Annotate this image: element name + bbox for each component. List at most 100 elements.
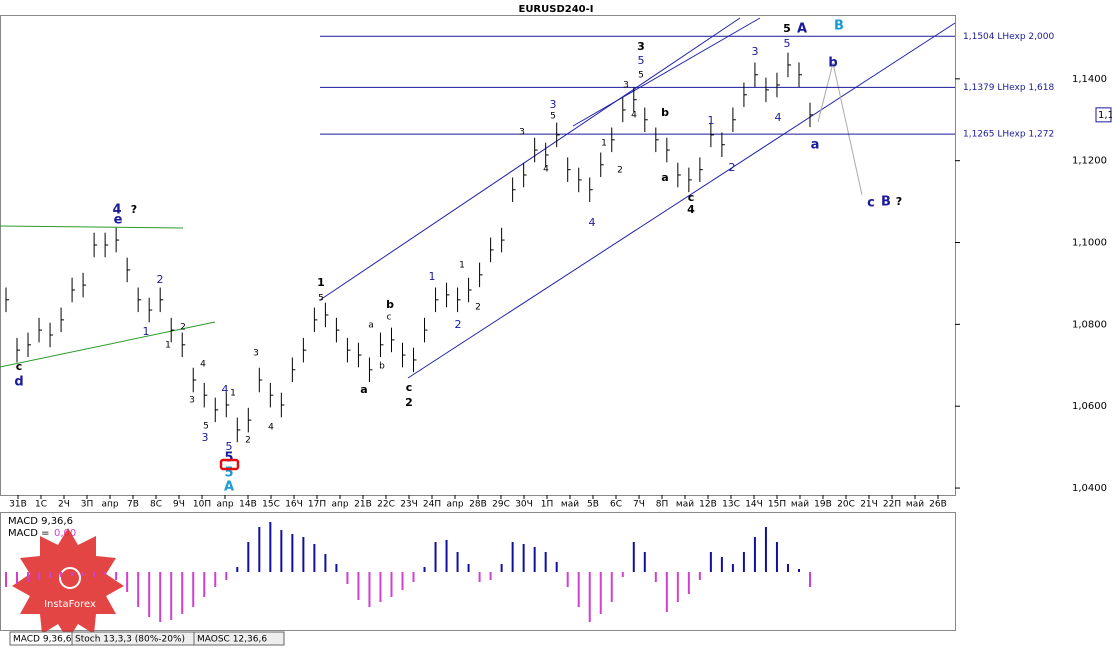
- y-tick-label: 1,0800: [1072, 319, 1107, 330]
- wave-label: 5: [784, 37, 791, 50]
- wave-label: B: [881, 195, 891, 210]
- x-tick-label: 30Ч: [515, 500, 533, 510]
- wave-label: b: [661, 106, 669, 119]
- x-tick-label: 16Ч: [285, 500, 303, 510]
- wave-label: 5: [783, 22, 791, 35]
- trend-line: [0, 225, 184, 229]
- wave-label: c: [867, 196, 875, 211]
- wave-label: 4: [631, 111, 637, 121]
- current-price-box: [1095, 107, 1112, 123]
- x-tick-label: 14В: [239, 500, 257, 510]
- wave-label: A: [797, 22, 807, 37]
- x-tick-label: 20С: [837, 500, 855, 510]
- x-tick-label: 7Ч: [633, 500, 645, 510]
- x-tick-label: апр: [331, 500, 348, 510]
- x-tick-label: 10П: [193, 500, 211, 510]
- wave-label: 4: [687, 203, 695, 216]
- projection-line: [817, 62, 834, 123]
- wave-label: 1: [601, 139, 607, 149]
- wave-label: 3: [623, 81, 629, 91]
- x-tick-label: 15П: [768, 500, 786, 510]
- wave-label: 4: [222, 383, 229, 396]
- wave-label: 4: [543, 165, 549, 175]
- x-tick-label: 24П: [423, 500, 441, 510]
- annotations: 4 e ? c d 2 1 2 1 4 3 5 3 4 1 2 5 5 5 A …: [14, 19, 902, 495]
- wave-label: 3: [202, 431, 209, 444]
- x-tick-label: май: [906, 500, 924, 510]
- indicator-tab-label: MACD 9,36,6: [13, 635, 72, 645]
- indicator-tab-label: MAOSC 12,36,6: [197, 635, 267, 645]
- macd-value-title: MACD =: [8, 528, 50, 539]
- x-tick-label: 22С: [377, 500, 395, 510]
- logo-icon: [59, 567, 81, 589]
- wave-label: 1: [459, 261, 465, 271]
- channel-line: [319, 17, 741, 301]
- wave-label: 1: [165, 341, 171, 351]
- wave-label: 3: [550, 98, 557, 111]
- x-tick-label: 6С: [610, 500, 622, 510]
- wave-label: 1: [230, 389, 236, 399]
- wave-label: 5: [224, 451, 233, 466]
- wave-label: ?: [131, 203, 137, 216]
- wave-label: 5: [203, 422, 209, 432]
- logo-text: InstaForex: [44, 599, 96, 610]
- wave-label: 5: [318, 294, 324, 304]
- x-tick-label: 14Ч: [745, 500, 763, 510]
- wave-label: 2: [475, 303, 481, 313]
- wave-label: d: [14, 375, 23, 390]
- x-tick-label: 13С: [722, 500, 740, 510]
- current-price-label: 1,1312: [1098, 110, 1112, 121]
- x-tick-label: 19В: [814, 500, 832, 510]
- indicator-tab: [193, 631, 285, 646]
- wave-label: c: [406, 381, 413, 394]
- wave-label: 3: [519, 128, 525, 138]
- wave-label: 4: [200, 360, 206, 370]
- channel-line: [407, 22, 956, 379]
- x-tick-label: 8П: [656, 500, 669, 510]
- wave-label: 3: [189, 396, 195, 406]
- projection-line: [832, 62, 863, 196]
- wave-label: 4: [268, 423, 274, 433]
- wave-label: 2: [405, 396, 413, 409]
- x-tick-label: апр: [216, 500, 233, 510]
- x-tick-label: май: [676, 500, 694, 510]
- indicator-tab-label: Stoch 13,3,3 (80%-20%): [75, 635, 185, 645]
- y-tick-label: 1,0600: [1072, 401, 1107, 412]
- wave-label: a: [811, 138, 820, 153]
- x-tick-label: 17П: [308, 500, 326, 510]
- x-tick-label: 21Ч: [860, 500, 878, 510]
- level-label: 1,1504 LHexp 2,000: [963, 32, 1054, 42]
- wave-label: c: [387, 313, 392, 323]
- wave-label: 5: [638, 71, 644, 81]
- highlight-box: [219, 458, 240, 471]
- trend-line: [0, 321, 216, 368]
- level-label: 1,1379 LHexp 1,618: [963, 83, 1054, 93]
- wave-label: 5: [226, 440, 233, 453]
- wave-label: c: [16, 360, 23, 373]
- wave-label: 4: [775, 111, 782, 124]
- wave-label: b: [379, 362, 385, 372]
- wave-label: ?: [896, 195, 902, 208]
- x-tick-label: май: [791, 500, 809, 510]
- x-tick-label: 3П: [81, 500, 94, 510]
- wave-label: 1: [143, 325, 150, 338]
- wave-label: 2: [180, 323, 186, 333]
- x-tick-label: 28В: [469, 500, 487, 510]
- wave-label: 2: [455, 318, 462, 331]
- wave-label: 1: [317, 276, 325, 289]
- y-tick-label: 1,1200: [1072, 156, 1107, 167]
- wave-label: b: [828, 56, 837, 71]
- chart-title: EURUSD240-I: [518, 4, 593, 15]
- x-tick-label: 26В: [929, 500, 947, 510]
- x-tick-label: 9Ч: [173, 500, 185, 510]
- wave-label: 2: [245, 436, 251, 446]
- wave-label: 3: [253, 349, 259, 359]
- wave-label: b: [386, 298, 394, 311]
- x-tick-label: апр: [101, 500, 118, 510]
- wave-label: 1: [708, 114, 715, 127]
- x-tick-label: апр: [446, 500, 463, 510]
- wave-label: 3: [637, 40, 645, 53]
- sub-frame: [0, 512, 956, 631]
